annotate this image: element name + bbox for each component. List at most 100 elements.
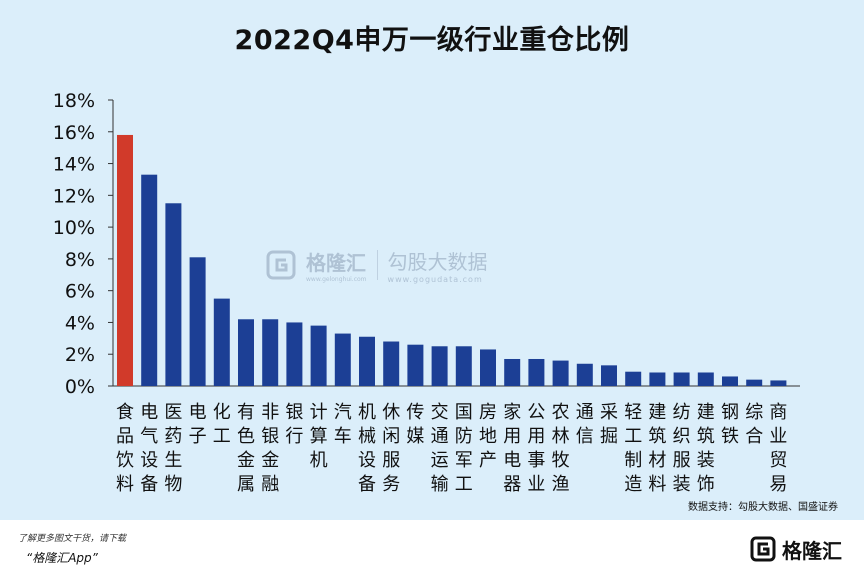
bar-医药生物 [165, 203, 182, 386]
x-tick-label-食品饮料: 料 [116, 474, 134, 495]
x-tick-label-休闲服务: 闲 [382, 426, 400, 447]
bar-通信 [576, 363, 593, 386]
y-tick-label: 14% [53, 154, 95, 176]
bar-国防军工 [455, 346, 472, 386]
watermark-sub: www.gelonghui.com [306, 276, 367, 283]
watermark-url: www.gogudata.com [387, 275, 483, 284]
x-tick-label-机械设备: 设 [358, 450, 376, 471]
bar-机械设备 [359, 336, 375, 386]
bar-传媒 [407, 344, 424, 386]
x-tick-label-国防军工: 国 [455, 402, 473, 423]
x-tick-label-医药生物: 物 [164, 474, 182, 495]
watermark-name: 格隆汇 [306, 251, 366, 275]
x-tick-label-交通运输: 输 [431, 474, 449, 495]
x-tick-label-轻工制造: 造 [624, 474, 642, 495]
x-tick-label-传媒: 媒 [406, 426, 424, 447]
watermark-name2: 勾股大数据 [387, 250, 488, 274]
x-tick-label-建筑装饰: 筑 [697, 426, 715, 447]
y-tick-label: 12% [53, 185, 95, 207]
bar-建筑装饰 [697, 372, 714, 386]
x-tick-label-建筑装饰: 装 [697, 450, 715, 471]
bar-休闲服务 [383, 341, 400, 386]
x-tick-label-农林牧渔: 农 [552, 402, 570, 423]
bar-公用事业 [528, 358, 545, 386]
x-tick-label-公用事业: 事 [527, 450, 545, 471]
x-tick-label-食品饮料: 饮 [116, 450, 134, 471]
x-tick-label-非银金融: 非 [261, 402, 279, 423]
bar-化工 [213, 298, 230, 386]
x-tick-label-采掘: 采 [600, 402, 618, 423]
x-tick-label-综合: 合 [745, 426, 763, 447]
x-tick-label-机械设备: 机 [358, 402, 376, 423]
bar-有色金属 [238, 319, 254, 386]
x-tick-label-纺织服装: 织 [673, 426, 691, 447]
x-tick-label-化工: 化 [213, 402, 231, 423]
x-tick-label-医药生物: 医 [164, 402, 182, 423]
x-tick-label-家用电器: 家 [503, 402, 521, 423]
x-tick-label-房地产: 地 [479, 426, 497, 447]
x-tick-label-医药生物: 药 [164, 426, 182, 447]
x-tick-label-通信: 通 [576, 402, 594, 423]
x-tick-label-商业贸易: 贸 [769, 450, 787, 471]
x-tick-label-有色金属: 色 [237, 426, 255, 447]
bar-银行 [286, 322, 303, 386]
y-tick-label: 18% [53, 90, 95, 112]
y-tick-label: 0% [65, 376, 95, 398]
x-tick-label-电气设备: 电 [140, 402, 158, 423]
bar-商业贸易 [770, 380, 787, 386]
chart-title: 2022Q4申万一级行业重仓比例 [234, 25, 630, 56]
bar-钢铁 [722, 376, 738, 386]
x-tick-label-房地产: 房 [479, 402, 497, 423]
brand-logo: 格隆汇 [750, 536, 842, 563]
x-tick-label-非银金融: 融 [261, 474, 279, 495]
bar-电子 [189, 257, 206, 386]
brand-logo-icon [750, 536, 776, 562]
x-tick-label-农林牧渔: 牧 [552, 450, 570, 471]
footer-promo-text: 了解更多图文干货，请下载 [18, 534, 127, 544]
x-tick-label-商业贸易: 易 [769, 474, 787, 495]
x-tick-label-钢铁: 钢 [721, 402, 739, 423]
x-tick-label-计算机: 机 [310, 450, 328, 471]
x-tick-label-有色金属: 金 [237, 450, 255, 471]
bar-计算机 [310, 325, 327, 386]
x-tick-label-建筑材料: 料 [648, 474, 666, 495]
x-tick-label-轻工制造: 制 [624, 450, 642, 471]
x-tick-label-公用事业: 用 [527, 426, 545, 447]
x-tick-label-汽车: 车 [334, 426, 352, 447]
x-tick-label-纺织服装: 服 [673, 450, 691, 471]
bar-非银金融 [262, 319, 279, 386]
x-tick-label-医药生物: 生 [164, 450, 182, 471]
x-tick-label-建筑装饰: 建 [697, 402, 715, 423]
x-tick-label-建筑材料: 建 [648, 402, 666, 423]
x-tick-label-食品饮料: 食 [116, 402, 134, 423]
x-tick-label-国防军工: 防 [455, 426, 473, 447]
watermark-logo-icon [266, 250, 296, 280]
bar-采掘 [601, 365, 617, 386]
bar-汽车 [334, 333, 351, 386]
x-tick-label-公用事业: 公 [527, 402, 545, 423]
x-tick-label-纺织服装: 装 [673, 474, 691, 495]
brand-name: 格隆汇 [782, 538, 842, 563]
bar-建筑材料 [649, 372, 666, 386]
x-tick-label-化工: 工 [213, 426, 231, 447]
y-tick-label: 16% [53, 122, 95, 144]
x-tick-label-有色金属: 有 [237, 402, 255, 423]
x-tick-label-电气设备: 备 [140, 474, 158, 495]
x-tick-label-银行: 银 [285, 402, 303, 423]
footer-app-name: “格隆汇App” [26, 551, 98, 565]
x-tick-label-家用电器: 电 [503, 450, 521, 471]
x-tick-label-钢铁: 铁 [721, 426, 739, 447]
watermark: 格隆汇 www.gelonghui.com 勾股大数据 www.gogudata… [266, 246, 488, 284]
bar-食品饮料 [117, 134, 133, 386]
x-tick-label-传媒: 传 [406, 402, 424, 423]
bar-家用电器 [504, 358, 521, 386]
x-tick-label-电气设备: 设 [140, 450, 158, 471]
x-tick-label-商业贸易: 业 [769, 426, 787, 447]
bar-房地产 [480, 349, 496, 386]
bar-综合 [746, 379, 763, 386]
x-tick-label-公用事业: 业 [527, 474, 545, 495]
y-tick-label: 4% [65, 312, 95, 334]
x-tick-label-国防军工: 工 [455, 474, 473, 495]
x-tick-label-通信: 信 [576, 426, 594, 447]
x-tick-label-综合: 综 [745, 402, 763, 423]
